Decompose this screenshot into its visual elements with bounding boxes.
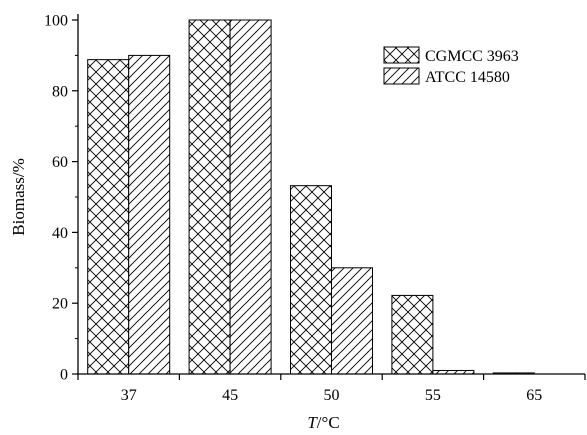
y-tick-label: 40	[52, 225, 68, 242]
bar-cgmcc-55	[391, 294, 434, 375]
y-axis-label: Biomass/%	[9, 158, 28, 235]
x-axis-label: T/°C	[307, 413, 339, 432]
x-tick-label-50: 50	[324, 387, 340, 404]
legend-label-atcc: ATCC 14580	[425, 69, 510, 86]
legend-swatch-atcc	[383, 67, 420, 85]
bar-cgmcc-37	[87, 59, 130, 375]
y-tick-label: 80	[52, 83, 68, 100]
legend: CGMCC 3963 ATCC 14580	[383, 46, 519, 86]
x-tick-label-45: 45	[222, 387, 238, 404]
x-tick-label-65: 65	[526, 387, 542, 404]
x-tick-label-55: 55	[425, 387, 441, 404]
legend-swatch-cgmcc	[383, 46, 420, 64]
y-tick-label: 100	[44, 13, 68, 30]
bar-cgmcc-45	[188, 19, 231, 375]
legend-label-cgmcc: CGMCC 3963	[425, 48, 519, 65]
y-tick-label: 60	[52, 154, 68, 171]
x-axis-label-symbol: T	[307, 413, 318, 432]
bar-atcc-50	[331, 267, 373, 375]
x-tick-label-37: 37	[121, 387, 137, 404]
y-tick-label: 0	[60, 367, 68, 384]
x-axis-label-unit: /°C	[317, 413, 340, 432]
bar-atcc-45	[229, 19, 272, 375]
x-axis-ticks: 37 45 50 55 65	[77, 374, 586, 404]
bar-atcc-37	[128, 54, 171, 375]
bar-cgmcc-50	[290, 185, 332, 375]
y-axis-ticks: 0 20 40 60 80 100	[44, 13, 78, 384]
bars-group	[87, 19, 535, 375]
y-tick-label: 20	[52, 296, 68, 313]
